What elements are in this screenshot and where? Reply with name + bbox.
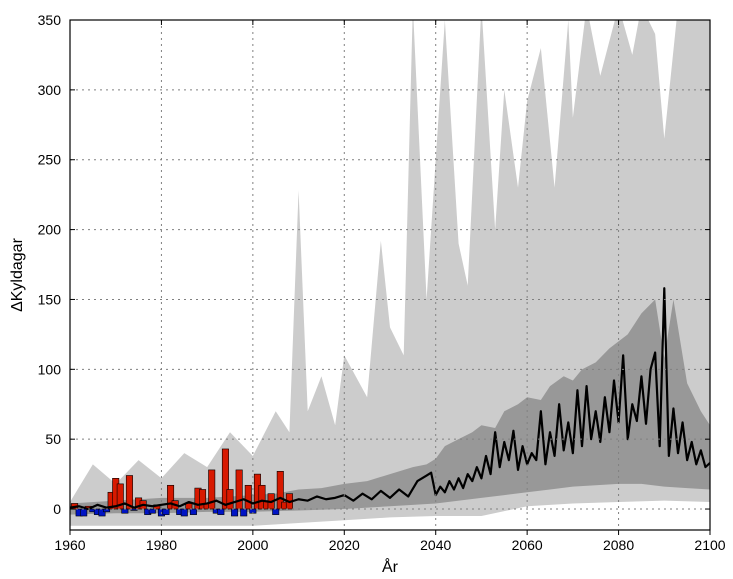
y-tick-label: 100	[38, 361, 62, 377]
y-axis-label: ΔKyldagar	[9, 237, 26, 312]
chart-container: 1960 1980 2000 2020 2040 2060 2080 2100 0 50 100 15…	[0, 0, 733, 579]
x-tick-label: 1980	[146, 537, 177, 553]
y-tick-label: 150	[38, 291, 62, 307]
y-tick-label: 200	[38, 222, 62, 238]
y-tick-label: 350	[38, 12, 62, 28]
x-axis-label: År	[382, 557, 399, 576]
y-tick-label: 300	[38, 82, 62, 98]
x-tick-label: 1960	[54, 537, 85, 553]
chart-plot: 1960 1980 2000 2020 2040 2060 2080 2100 0 50 100 15…	[0, 0, 733, 579]
x-tick-label: 2080	[603, 537, 634, 553]
x-tick-label: 2000	[237, 537, 268, 553]
x-tick-label: 2040	[420, 537, 451, 553]
y-tick-label: 0	[53, 501, 61, 517]
x-tick-label: 2020	[329, 537, 360, 553]
x-tick-label: 2060	[512, 537, 543, 553]
y-tick-label: 250	[38, 152, 62, 168]
y-tick-label: 50	[45, 431, 61, 447]
x-tick-label: 2100	[694, 537, 725, 553]
